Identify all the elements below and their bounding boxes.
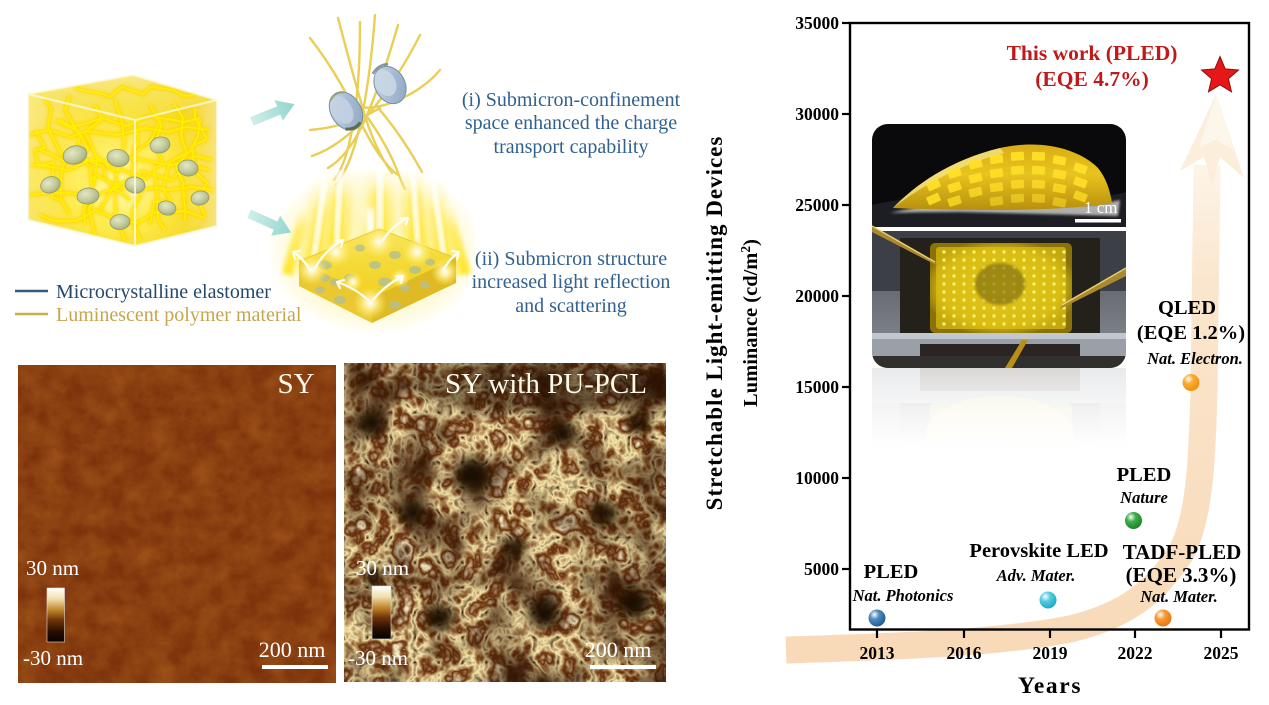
svg-text:30000: 30000 — [795, 104, 839, 124]
svg-text:30 nm: 30 nm — [26, 556, 79, 580]
svg-text:Perovskite LED: Perovskite LED — [969, 540, 1108, 562]
svg-text:Luminescent polymer material: Luminescent polymer material — [56, 304, 302, 326]
svg-text:-30 nm: -30 nm — [348, 646, 408, 670]
svg-text:(EQE 3.3%): (EQE 3.3%) — [1126, 563, 1237, 587]
svg-text:2022: 2022 — [1118, 643, 1153, 663]
svg-text:TADF-PLED: TADF-PLED — [1123, 540, 1242, 564]
svg-text:5000: 5000 — [804, 559, 839, 579]
svg-text:SY: SY — [277, 368, 314, 400]
svg-text:(EQE 1.2%): (EQE 1.2%) — [1137, 322, 1245, 344]
svg-text:200 nm: 200 nm — [585, 637, 652, 662]
svg-text:PLED: PLED — [1117, 464, 1172, 486]
svg-text:30 nm: 30 nm — [356, 556, 409, 580]
svg-text:2019: 2019 — [1033, 643, 1068, 663]
svg-text:15000: 15000 — [795, 377, 839, 397]
svg-text:This work (PLED): This work (PLED) — [1007, 41, 1178, 65]
svg-text:2025: 2025 — [1204, 643, 1239, 663]
svg-text:20000: 20000 — [795, 286, 839, 306]
svg-text:1 cm: 1 cm — [1084, 198, 1118, 217]
svg-text:Microcrystalline elastomer: Microcrystalline elastomer — [56, 281, 271, 303]
svg-text:2016: 2016 — [947, 643, 982, 663]
svg-text:Adv. Mater.: Adv. Mater. — [996, 566, 1076, 585]
svg-text:Nat. Electron.: Nat. Electron. — [1146, 349, 1243, 368]
svg-text:-30 nm: -30 nm — [23, 646, 83, 670]
svg-text:200 nm: 200 nm — [259, 637, 326, 662]
svg-text:2013: 2013 — [860, 643, 895, 663]
svg-text:QLED: QLED — [1158, 297, 1216, 319]
svg-text:(EQE 4.7%): (EQE 4.7%) — [1035, 67, 1148, 91]
svg-text:Years: Years — [1018, 673, 1082, 699]
svg-text:Nat. Mater.: Nat. Mater. — [1139, 587, 1217, 606]
svg-text:Luminance (cd/m2): Luminance (cd/m2) — [738, 239, 763, 407]
svg-text:25000: 25000 — [795, 195, 839, 215]
svg-text:Nat. Photonics: Nat. Photonics — [852, 586, 954, 605]
svg-text:PLED: PLED — [864, 561, 919, 583]
svg-text:10000: 10000 — [795, 468, 839, 488]
svg-text:Stretchable Light-emitting Dev: Stretchable Light-emitting Devices — [702, 136, 727, 511]
svg-text:Nature: Nature — [1119, 488, 1168, 507]
svg-text:SY with PU-PCL: SY with PU-PCL — [445, 368, 647, 400]
svg-text:35000: 35000 — [795, 13, 839, 33]
